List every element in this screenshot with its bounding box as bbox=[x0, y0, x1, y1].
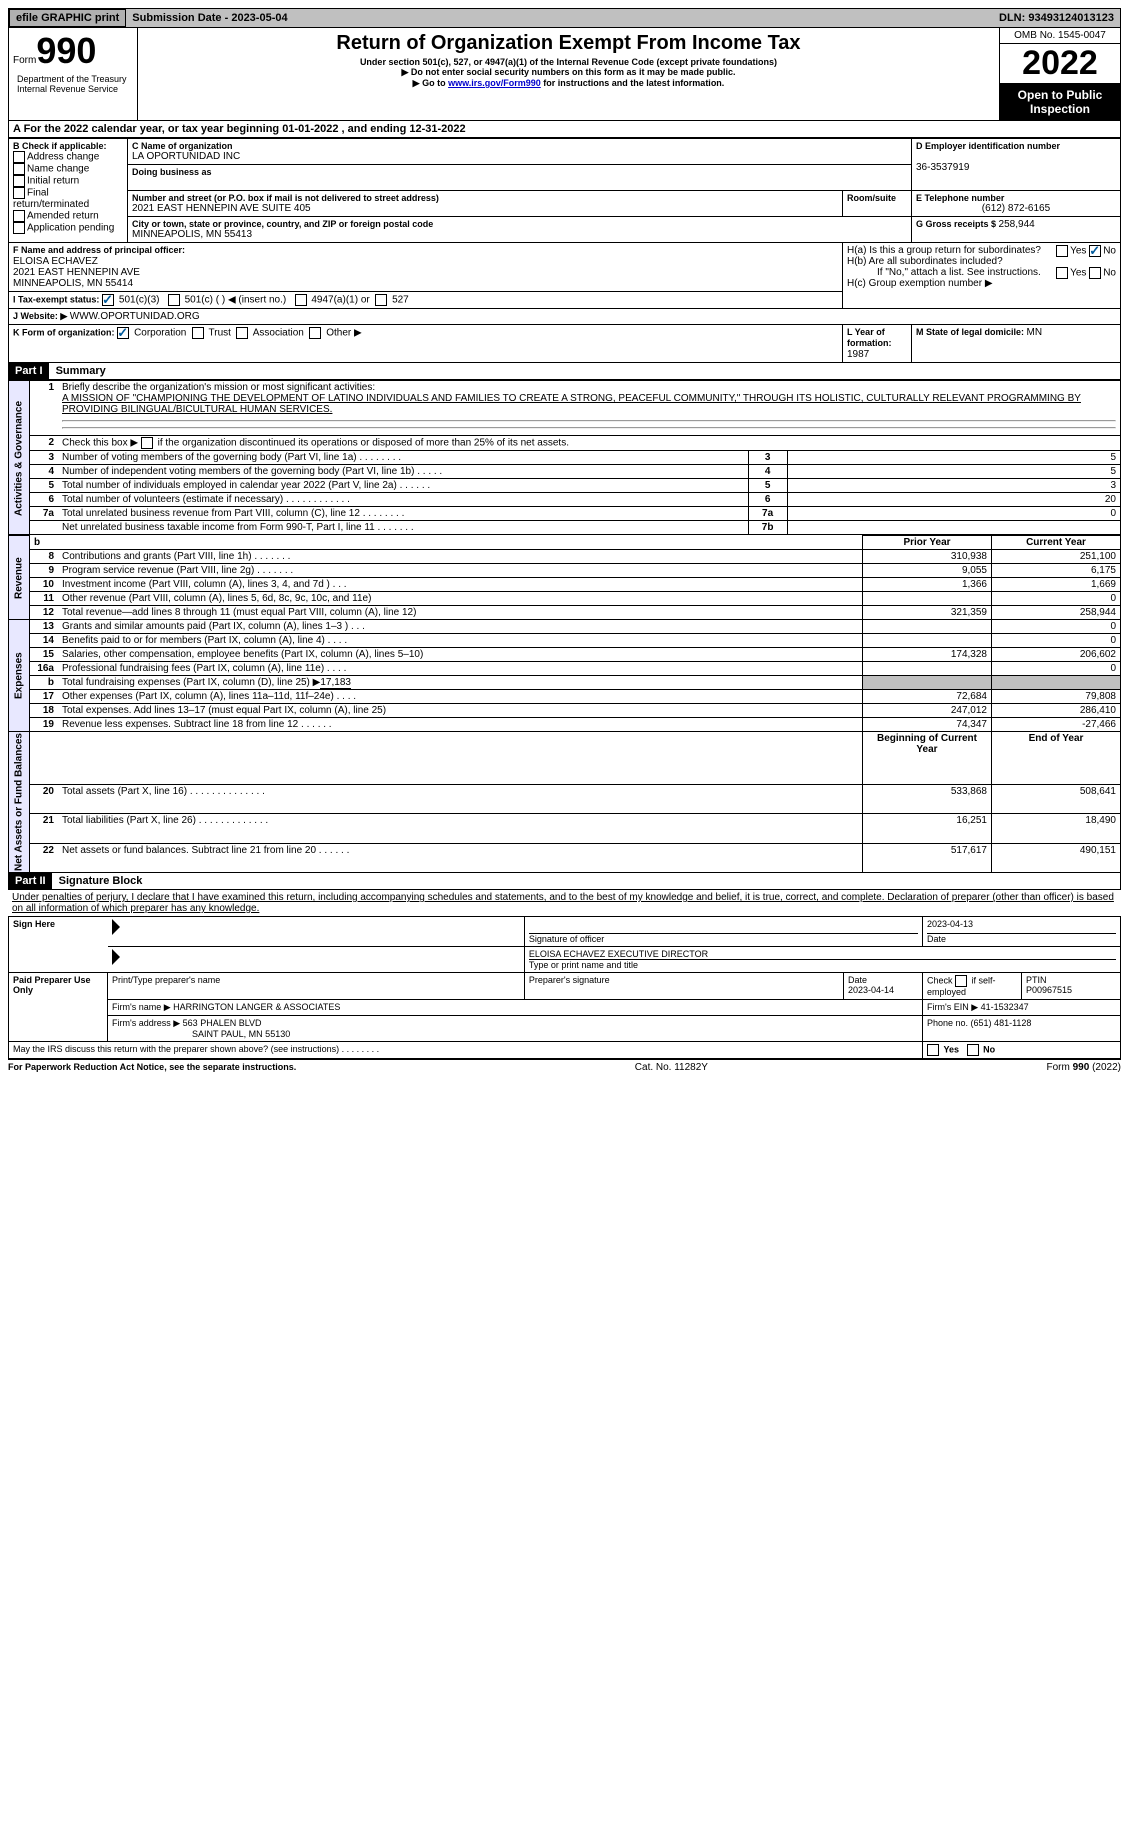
checkbox-hb-yes[interactable] bbox=[1056, 267, 1068, 279]
submission-date-label: Submission Date - 2023-05-04 bbox=[126, 10, 293, 26]
arrow-icon bbox=[112, 919, 120, 935]
checkbox-527[interactable] bbox=[375, 294, 387, 306]
dln-label: DLN: 93493124013123 bbox=[993, 10, 1120, 26]
discuss-question: May the IRS discuss this return with the… bbox=[9, 1042, 923, 1059]
part2-header: Part II Signature Block bbox=[8, 873, 1121, 890]
gov-row-text: Total number of individuals employed in … bbox=[58, 479, 748, 493]
box-c-street: Number and street (or P.O. box if mail i… bbox=[128, 191, 843, 217]
gov-row-text: Number of independent voting members of … bbox=[58, 465, 748, 479]
inspection-badge: Open to Public Inspection bbox=[1000, 84, 1120, 120]
box-c-name: C Name of organization LA OPORTUNIDAD IN… bbox=[128, 139, 912, 165]
checkbox-amended-return[interactable] bbox=[13, 210, 25, 222]
checkbox-assoc[interactable] bbox=[236, 327, 248, 339]
exp-row-text: Revenue less expenses. Subtract line 18 … bbox=[58, 718, 863, 732]
box-l: L Year of formation: 1987 bbox=[843, 325, 912, 363]
box-d: D Employer identification number 36-3537… bbox=[912, 139, 1121, 191]
note-link: Go to www.irs.gov/Form990 for instructio… bbox=[142, 78, 995, 89]
form-number-block: Form990 Department of the Treasury Inter… bbox=[9, 28, 138, 120]
side-label-governance: Activities & Governance bbox=[9, 381, 30, 535]
checkbox-corp[interactable] bbox=[117, 327, 129, 339]
rev-row-text: Other revenue (Part VIII, column (A), li… bbox=[58, 592, 863, 606]
gov-row-text: Number of voting members of the governin… bbox=[58, 451, 748, 465]
checkbox-final-return[interactable] bbox=[13, 187, 25, 199]
checkbox-hb-no[interactable] bbox=[1089, 267, 1101, 279]
tax-year: 2022 bbox=[1000, 44, 1120, 84]
box-m: M State of legal domicile: MN bbox=[912, 325, 1121, 363]
arrow-icon bbox=[112, 949, 120, 965]
net-row-text: Total assets (Part X, line 16) . . . . .… bbox=[58, 784, 863, 813]
box-c-dba: Doing business as bbox=[128, 165, 912, 191]
checkbox-address-change[interactable] bbox=[13, 151, 25, 163]
box-j: J Website: ▶ WWW.OPORTUNIDAD.ORG bbox=[9, 309, 1121, 325]
side-label-revenue: Revenue bbox=[9, 536, 30, 620]
box-g: G Gross receipts $ 258,944 bbox=[912, 217, 1121, 243]
sig-officer-label: Signature of officer bbox=[529, 934, 918, 944]
gov-row-text: Net unrelated business taxable income fr… bbox=[58, 521, 748, 535]
efile-print-button[interactable]: efile GRAPHIC print bbox=[9, 9, 126, 27]
checkbox-name-change[interactable] bbox=[13, 163, 25, 175]
checkbox-trust[interactable] bbox=[192, 327, 204, 339]
rev-row-text: Investment income (Part VIII, column (A)… bbox=[58, 578, 863, 592]
title-block: Return of Organization Exempt From Incom… bbox=[138, 28, 1000, 120]
box-e: E Telephone number (612) 872-6165 bbox=[912, 191, 1121, 217]
box-k: K Form of organization: Corporation Trus… bbox=[9, 325, 843, 363]
exp-row-text: Grants and similar amounts paid (Part IX… bbox=[58, 620, 863, 634]
side-label-net: Net Assets or Fund Balances bbox=[9, 732, 30, 873]
box-h: H(a) Is this a group return for subordin… bbox=[843, 243, 1121, 309]
side-label-expenses: Expenses bbox=[9, 620, 30, 732]
form-header: Form990 Department of the Treasury Inter… bbox=[8, 28, 1121, 121]
omb-number: OMB No. 1545-0047 bbox=[1000, 28, 1120, 44]
checkbox-initial-return[interactable] bbox=[13, 175, 25, 187]
irs-link[interactable]: www.irs.gov/Form990 bbox=[448, 78, 541, 88]
signature-table: Sign Here Signature of officer 2023-04-1… bbox=[8, 916, 1121, 1059]
net-row-text: Total liabilities (Part X, line 26) . . … bbox=[58, 814, 863, 843]
part1-header: Part I Summary bbox=[8, 363, 1121, 380]
form-title: Return of Organization Exempt From Incom… bbox=[142, 32, 995, 55]
checkbox-discuss-no[interactable] bbox=[967, 1044, 979, 1056]
checkbox-discuss-yes[interactable] bbox=[927, 1044, 939, 1056]
exp-row-text: Other expenses (Part IX, column (A), lin… bbox=[58, 690, 863, 704]
year-block: OMB No. 1545-0047 2022 Open to Public In… bbox=[1000, 28, 1120, 120]
checkbox-discontinued[interactable] bbox=[141, 437, 153, 449]
checkbox-501c[interactable] bbox=[168, 294, 180, 306]
checkbox-ha-yes[interactable] bbox=[1056, 245, 1068, 257]
rev-row-text: Total revenue—add lines 8 through 11 (mu… bbox=[58, 606, 863, 620]
checkbox-self-employed[interactable] bbox=[955, 975, 967, 987]
line-a: A For the 2022 calendar year, or tax yea… bbox=[8, 121, 1121, 138]
box-b: B Check if applicable: Address change Na… bbox=[9, 139, 128, 243]
checkbox-4947[interactable] bbox=[295, 294, 307, 306]
checkbox-other[interactable] bbox=[309, 327, 321, 339]
sig-date: 2023-04-13 bbox=[927, 919, 1116, 934]
summary-table: Activities & Governance 1 Briefly descri… bbox=[8, 380, 1121, 535]
checkbox-501c3[interactable] bbox=[102, 294, 114, 306]
rev-row-text: Contributions and grants (Part VIII, lin… bbox=[58, 550, 863, 564]
paid-preparer-label: Paid Preparer Use Only bbox=[9, 973, 108, 1042]
typed-name: ELOISA ECHAVEZ EXECUTIVE DIRECTOR bbox=[529, 949, 1116, 960]
box-c-room: Room/suite bbox=[843, 191, 912, 217]
checkbox-application-pending[interactable] bbox=[13, 222, 25, 234]
gov-row-text: Total number of volunteers (estimate if … bbox=[58, 493, 748, 507]
penalty-statement: Under penalties of perjury, I declare th… bbox=[8, 890, 1121, 916]
top-bar: efile GRAPHIC print Submission Date - 20… bbox=[8, 8, 1121, 28]
box-c-city: City or town, state or province, country… bbox=[128, 217, 912, 243]
rev-row-text: Program service revenue (Part VIII, line… bbox=[58, 564, 863, 578]
net-row-text: Net assets or fund balances. Subtract li… bbox=[58, 843, 863, 873]
exp-row-text: Salaries, other compensation, employee b… bbox=[58, 648, 863, 662]
exp-row-text: Professional fundraising fees (Part IX, … bbox=[58, 662, 863, 676]
mission-text: A MISSION OF "CHAMPIONING THE DEVELOPMEN… bbox=[62, 393, 1081, 415]
subtitle: Under section 501(c), 527, or 4947(a)(1)… bbox=[142, 57, 995, 67]
exp-row-text: Total expenses. Add lines 13–17 (must eq… bbox=[58, 704, 863, 718]
sign-here-label: Sign Here bbox=[9, 917, 108, 973]
note-ssn: Do not enter social security numbers on … bbox=[142, 67, 995, 78]
header-fields-table: B Check if applicable: Address change Na… bbox=[8, 138, 1121, 363]
page-footer: For Paperwork Reduction Act Notice, see … bbox=[8, 1059, 1121, 1073]
checkbox-ha-no[interactable] bbox=[1089, 245, 1101, 257]
gov-row-text: Total unrelated business revenue from Pa… bbox=[58, 507, 748, 521]
dept-label: Department of the Treasury Internal Reve… bbox=[13, 72, 133, 96]
box-i: I Tax-exempt status: 501(c)(3) 501(c) ( … bbox=[9, 292, 843, 309]
financial-table: Revenue b Prior Year Current Year 8 Cont… bbox=[8, 535, 1121, 873]
exp-row-text: Benefits paid to or for members (Part IX… bbox=[58, 634, 863, 648]
box-f: F Name and address of principal officer:… bbox=[9, 243, 843, 292]
